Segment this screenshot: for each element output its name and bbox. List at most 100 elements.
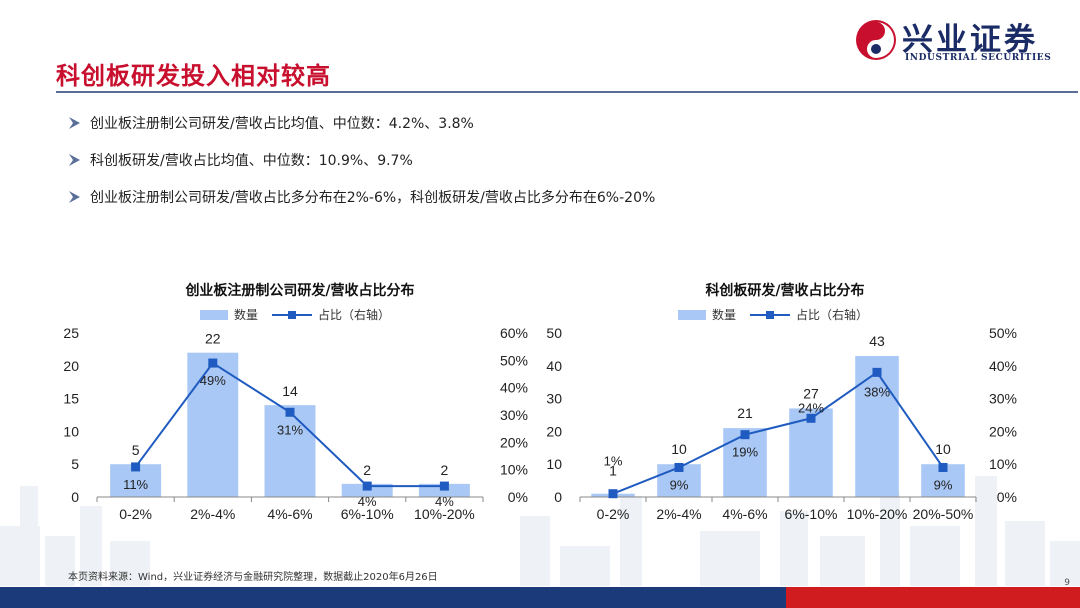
y-left-tick-label: 15 xyxy=(63,391,79,407)
y-right-tick-label: 40% xyxy=(500,380,528,396)
y-left-tick-label: 20 xyxy=(546,423,562,439)
legend-bar-swatch xyxy=(200,309,228,320)
y-left-tick-label: 30 xyxy=(546,391,562,407)
y-right-tick-label: 20% xyxy=(500,434,528,450)
x-tick-label: 2%-4% xyxy=(190,506,235,522)
legend-line-label: 占比（右轴） xyxy=(318,308,391,322)
line-point xyxy=(674,462,684,472)
chart-2: 0 10 20 30 40 50 0% 10% 20% 30% 40% 50% 0-2% 2%-4% 4%-… xyxy=(546,325,1017,522)
arrow-bullet-icon xyxy=(69,153,80,166)
bullet-text: 创业板注册制公司研发/营收占比多分布在2%-6%，科创板研发/营收占比多分布在6… xyxy=(90,189,656,206)
line-point xyxy=(439,481,449,491)
logo-english-text: INDUSTRIAL SECURITIES xyxy=(905,53,1052,63)
bullet-item: 科创板研发/营收占比均值、中位数：10.9%、9.7% xyxy=(68,141,655,178)
bar-value-label: 43 xyxy=(869,333,885,349)
bar xyxy=(723,428,767,497)
y-left-tick-label: 0 xyxy=(554,489,562,505)
bar-value-label: 27 xyxy=(803,385,819,401)
y-right-tick-label: 50% xyxy=(500,352,528,368)
source-footnote: 本页资料来源：Wind，兴业证券经济与金融研究院整理，数据截止2020年6月26… xyxy=(68,572,438,583)
line-value-label: 31% xyxy=(277,422,303,437)
page-number: 9 xyxy=(1064,578,1070,588)
x-tick-label: 10%-20% xyxy=(414,506,475,522)
line-point xyxy=(740,430,750,440)
chart-2-title: 科创板研发/营收占比分布 xyxy=(705,283,865,299)
line-value-label: 1% xyxy=(604,454,623,469)
line-value-label: 24% xyxy=(798,400,824,415)
x-tick-label: 6%-10% xyxy=(785,506,838,522)
arrow-bullet-icon xyxy=(69,116,80,129)
x-tick-label: 10%-20% xyxy=(847,506,908,522)
chart-1-title: 创业板注册制公司研发/营收占比分布 xyxy=(185,283,415,299)
line-value-label: 9% xyxy=(670,477,689,492)
bar-value-label: 1 xyxy=(609,463,617,479)
legend-bar-swatch xyxy=(678,309,706,320)
chart-1: 0 5 10 15 20 25 0% 10% 20% 30% 40% 50% 60% 0-2% 2%-4% 4… xyxy=(63,325,528,522)
y-left-tick-label: 10 xyxy=(63,423,79,439)
line-value-label: 4% xyxy=(358,494,377,509)
bullet-text: 创业板注册制公司研发/营收占比均值、中位数：4.2%、3.8% xyxy=(90,115,474,132)
x-tick-label: 2%-4% xyxy=(656,506,701,522)
bar-value-label: 14 xyxy=(282,383,298,399)
y-right-tick-label: 40% xyxy=(989,358,1017,374)
title-divider xyxy=(56,91,1078,93)
bar-value-label: 21 xyxy=(737,405,753,421)
y-right-tick-label: 10% xyxy=(989,456,1017,472)
y-right-tick-label: 0% xyxy=(508,489,528,505)
y-left-tick-label: 0 xyxy=(71,489,79,505)
line-point xyxy=(131,462,141,472)
bar xyxy=(855,355,899,497)
company-logo: 兴业证券 INDUSTRIAL SECURITIES xyxy=(852,16,1064,66)
y-right-tick-label: 20% xyxy=(989,423,1017,439)
line-point xyxy=(872,367,882,377)
bar xyxy=(789,408,833,497)
y-right-tick-label: 30% xyxy=(989,391,1017,407)
line-point xyxy=(806,413,816,423)
line-point xyxy=(362,481,372,491)
x-tick-label: 6%-10% xyxy=(341,506,394,522)
bullet-item: 创业板注册制公司研发/营收占比多分布在2%-6%，科创板研发/营收占比多分布在6… xyxy=(68,178,655,215)
y-right-tick-label: 0% xyxy=(997,489,1017,505)
arrow-bullet-icon xyxy=(69,190,80,203)
y-right-tick-label: 10% xyxy=(500,462,528,478)
bar-value-label: 10 xyxy=(671,441,687,457)
line-value-label: 49% xyxy=(200,373,226,388)
bar xyxy=(264,405,316,497)
line-value-label: 4% xyxy=(435,494,454,509)
bar-value-label: 22 xyxy=(205,331,221,347)
x-tick-label: 0-2% xyxy=(119,506,152,522)
bar-value-label: 5 xyxy=(132,442,140,458)
y-right-tick-label: 50% xyxy=(989,325,1017,341)
y-right-tick-label: 30% xyxy=(500,407,528,423)
logo-chinese-text: 兴业证券 xyxy=(902,22,1038,58)
bullet-list: 创业板注册制公司研发/营收占比均值、中位数：4.2%、3.8% 科创板研发/营收… xyxy=(68,104,655,215)
chart-2-legend: 数量 占比（右轴） xyxy=(678,306,868,323)
x-tick-label: 0-2% xyxy=(597,506,630,522)
bar-value-label: 2 xyxy=(363,462,371,478)
legend-line-label: 占比（右轴） xyxy=(796,308,869,322)
logo-mark-icon xyxy=(856,20,896,60)
bar xyxy=(187,352,239,497)
line-series xyxy=(612,370,944,495)
legend-line-swatch xyxy=(750,310,791,319)
legend-line-swatch xyxy=(272,310,313,319)
legend-bar-label: 数量 xyxy=(234,308,259,322)
line-point xyxy=(208,358,218,368)
y-left-tick-label: 10 xyxy=(546,456,562,472)
bullet-item: 创业板注册制公司研发/营收占比均值、中位数：4.2%、3.8% xyxy=(68,104,655,141)
line-point xyxy=(608,489,618,499)
chart-1-legend: 数量 占比（右轴） xyxy=(200,306,390,323)
x-tick-label: 4%-6% xyxy=(267,506,312,522)
y-left-tick-label: 25 xyxy=(63,325,79,341)
line-value-label: 19% xyxy=(732,445,758,460)
footer-bar-blue xyxy=(0,587,786,608)
y-left-tick-label: 40 xyxy=(546,358,562,374)
legend-bar-label: 数量 xyxy=(712,308,737,322)
footer-bar-red xyxy=(786,587,1080,608)
skyline-background xyxy=(0,476,1080,586)
y-left-tick-label: 20 xyxy=(63,358,79,374)
line-point xyxy=(938,462,948,472)
y-right-tick-label: 60% xyxy=(500,325,528,341)
line-value-label: 9% xyxy=(934,477,953,492)
line-value-label: 11% xyxy=(123,477,148,492)
